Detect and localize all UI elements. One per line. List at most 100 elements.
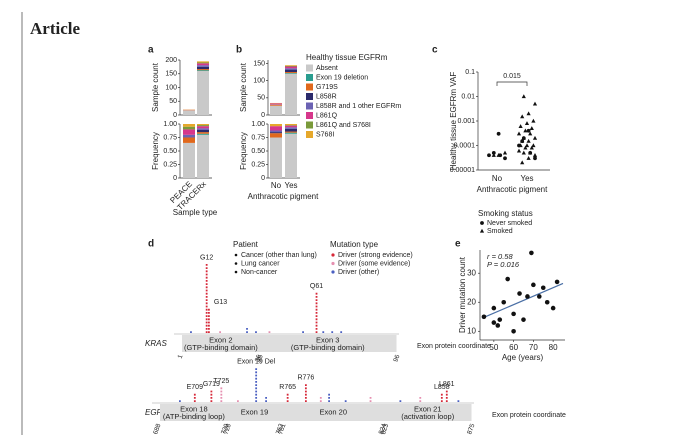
legend-marker [331, 270, 335, 274]
y-tick-label: 0.75 [163, 134, 177, 141]
mutation-label: G719 [203, 381, 220, 388]
point [505, 276, 510, 282]
panel-label: a [148, 45, 154, 56]
x-axis-label: Anthracotic pigment [248, 192, 319, 201]
bar-segment [197, 71, 209, 115]
mutation-label: L861 [439, 381, 455, 388]
bar-segment [183, 110, 195, 115]
y-tick-label: 10 [467, 326, 476, 335]
panel-label: b [236, 45, 242, 56]
x-axis-label: Anthracotic pigment [477, 185, 548, 194]
bar-segment [285, 133, 297, 178]
point [496, 152, 501, 157]
bar-segment [270, 130, 282, 133]
exon-label: Exon 3 [316, 335, 339, 344]
y-tick-label: 0.50 [251, 148, 265, 155]
point [520, 160, 525, 165]
point [531, 118, 536, 123]
x-tick-label: 70 [529, 343, 538, 352]
point [487, 153, 491, 158]
point [518, 143, 523, 148]
legend-swatch [306, 131, 313, 138]
x-tick-label: 60 [509, 343, 518, 352]
bar-segment [197, 69, 209, 71]
legend-title: Mutation type [330, 240, 379, 249]
exon-label: Exon 20 [319, 407, 347, 416]
point [521, 150, 526, 155]
y-tick-label: 0.01 [461, 93, 475, 100]
y-axis-label: Sample count [239, 62, 248, 112]
bar-segment [197, 132, 209, 134]
bar-segment [285, 131, 297, 133]
x-tick-label: No [492, 174, 503, 183]
mutation-label: G12 [200, 254, 213, 261]
point [531, 143, 536, 148]
point [544, 299, 550, 305]
coordinate-label: 96 [392, 354, 401, 364]
mutation-label: E709 [187, 384, 203, 391]
point [518, 124, 523, 129]
bar-segment [197, 126, 209, 129]
trend-line [481, 282, 564, 319]
legend-swatch [306, 64, 313, 72]
point [491, 305, 497, 311]
coordinate-label: 762 [275, 423, 285, 435]
bar-segment [270, 133, 282, 138]
coordinate-label: 875 [466, 423, 476, 435]
coordinate-label: 761 [277, 423, 287, 435]
bar-segment [285, 66, 297, 69]
legend-swatch [306, 83, 313, 91]
legend-label: L858R [316, 93, 337, 100]
coordinate-label: 729 [220, 423, 230, 435]
y-axis-label: Frequency [239, 132, 248, 170]
legend-swatch [306, 112, 313, 119]
y-tick-label: 0.00001 [450, 167, 475, 174]
point [516, 131, 522, 136]
x-tick-label: Yes [284, 181, 297, 190]
gene-label: KRAS [145, 339, 167, 348]
legend-swatch [306, 102, 313, 110]
legend-label: S768I [316, 131, 334, 138]
y-axis-label: Sample count [151, 62, 160, 112]
bar-segment [183, 142, 195, 178]
legend-title: Patient [233, 240, 259, 249]
point [511, 328, 516, 334]
exon-box [281, 404, 386, 421]
point [496, 131, 501, 136]
y-tick-label: 30 [467, 268, 476, 277]
bar-segment [197, 66, 209, 70]
y-tick-label: 50 [169, 98, 177, 105]
bar-segment [285, 69, 297, 73]
point [501, 299, 507, 305]
y-tick-label: 200 [165, 57, 177, 64]
gene-label: EGFR [145, 408, 167, 417]
point [532, 101, 538, 106]
legend-label: Cancer (other than lung) [241, 252, 317, 259]
exon-label: Exon 21 [414, 404, 442, 413]
coordinate-label: 688 [152, 423, 162, 435]
mutation-label: L858 [434, 384, 450, 391]
bar-segment [285, 73, 297, 74]
point [529, 250, 534, 256]
y-tick-label: 0.25 [163, 161, 177, 168]
y-tick-label: 0 [173, 112, 177, 119]
point [531, 282, 536, 288]
bar-segment [197, 70, 209, 71]
bar-segment [285, 127, 297, 129]
bar-segment [285, 125, 297, 126]
legend-label: Driver (some evidence) [338, 260, 410, 267]
point [521, 317, 526, 322]
article-title: Article [30, 19, 80, 38]
point [554, 279, 560, 285]
x-tick-label: No [271, 181, 282, 190]
point [521, 94, 526, 99]
mutation-label: R765 [279, 384, 296, 391]
mutation-label: Q61 [310, 283, 323, 290]
point [529, 145, 534, 150]
y-axis-label: Driver mutation count [458, 256, 467, 333]
bar-segment [197, 129, 209, 133]
mutation-label: Exon 19 Del [237, 359, 276, 366]
bar-segment [183, 124, 195, 127]
legend-label: Non-cancer [241, 269, 278, 276]
point [528, 150, 533, 155]
